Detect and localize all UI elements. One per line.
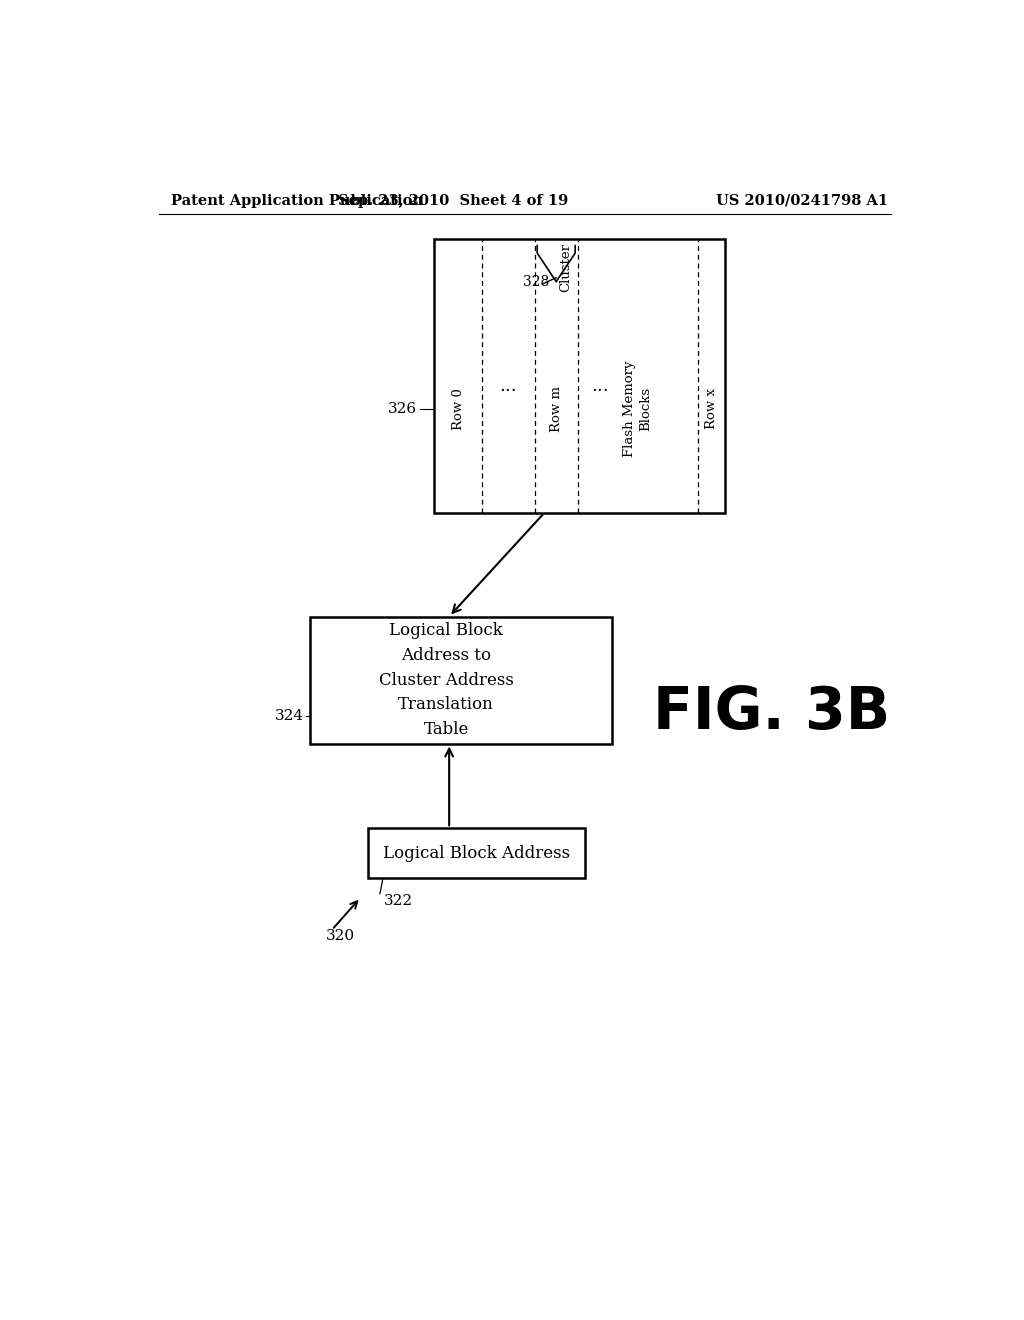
Text: US 2010/0241798 A1: US 2010/0241798 A1 — [716, 194, 888, 207]
Text: 326: 326 — [388, 401, 417, 416]
Text: Row 0: Row 0 — [453, 388, 466, 430]
Text: ...: ... — [500, 376, 517, 395]
Bar — [434, 239, 725, 512]
Text: Patent Application Publication: Patent Application Publication — [171, 194, 423, 207]
Text: Row x: Row x — [705, 388, 718, 429]
Text: Logical Block Address: Logical Block Address — [383, 845, 570, 862]
Text: Row m: Row m — [550, 385, 562, 432]
Text: Flash Memory
Blocks: Flash Memory Blocks — [623, 360, 652, 457]
Text: 324: 324 — [274, 709, 304, 722]
Text: FIG. 3B: FIG. 3B — [652, 684, 890, 742]
Text: 322: 322 — [384, 895, 413, 908]
Text: Cluster: Cluster — [559, 243, 572, 292]
Text: 320: 320 — [326, 929, 354, 942]
Text: 328: 328 — [523, 275, 550, 289]
Text: Logical Block
Address to
Cluster Address
Translation
Table: Logical Block Address to Cluster Address… — [379, 622, 514, 738]
Bar — [369, 829, 586, 878]
Text: ...: ... — [591, 376, 608, 395]
Bar — [310, 616, 612, 743]
Text: Sep. 23, 2010  Sheet 4 of 19: Sep. 23, 2010 Sheet 4 of 19 — [338, 194, 568, 207]
